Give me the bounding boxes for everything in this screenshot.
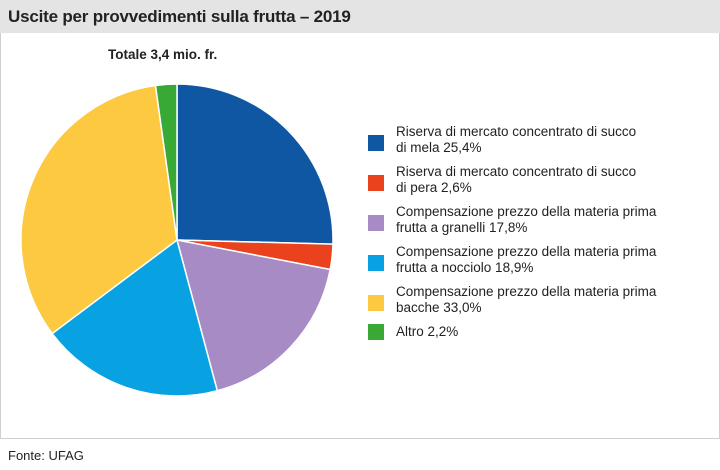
- legend-label-4-line2: bacche 33,0%: [396, 300, 482, 315]
- pie-slice-3: [51, 238, 219, 397]
- legend-label-3-line1: Compensazione prezzo della materia prima: [396, 244, 657, 259]
- legend-label-1-line1: Riserva di mercato concentrato di succo: [396, 164, 637, 179]
- legend-label-0-line2: di mela 25,4%: [396, 140, 482, 155]
- legend-item-1: Riserva di mercato concentrato di succo d…: [368, 164, 698, 196]
- pie-slice-5: [154, 83, 178, 241]
- legend-label-2-line2: frutta a granelli 17,8%: [396, 220, 528, 235]
- legend: Riserva di mercato concentrato di succo d…: [368, 124, 698, 348]
- legend-item-5: Altro 2,2%: [368, 324, 698, 340]
- pie-slice-4: [20, 84, 178, 335]
- legend-swatch-2: [368, 215, 384, 231]
- legend-swatch-1: [368, 175, 384, 191]
- legend-item-0: Riserva di mercato concentrato di succo d…: [368, 124, 698, 156]
- legend-swatch-4: [368, 295, 384, 311]
- legend-swatch-0: [368, 135, 384, 151]
- pie-slice-2: [175, 239, 332, 392]
- legend-item-4: Compensazione prezzo della materia prima…: [368, 284, 698, 316]
- legend-label-2-line1: Compensazione prezzo della materia prima: [396, 204, 657, 219]
- legend-label-0-line1: Riserva di mercato concentrato di succo: [396, 124, 637, 139]
- legend-swatch-3: [368, 255, 384, 271]
- chart-header: Uscite per provvedimenti sulla frutta – …: [0, 0, 720, 33]
- legend-swatch-5: [368, 324, 384, 340]
- legend-label-1-line2: di pera 2,6%: [396, 180, 472, 195]
- legend-label-4-line1: Compensazione prezzo della materia prima: [396, 284, 657, 299]
- legend-label-3-line2: frutta a nocciolo 18,9%: [396, 260, 534, 275]
- legend-item-3: Compensazione prezzo della materia prima…: [368, 244, 698, 276]
- source-note: Fonte: UFAG: [8, 448, 84, 463]
- total-label: Totale 3,4 mio. fr.: [108, 47, 218, 62]
- chart-title: Uscite per provvedimenti sulla frutta – …: [8, 6, 351, 26]
- pie-slice-0: [176, 83, 334, 245]
- legend-label-5-line1: Altro 2,2%: [396, 324, 459, 339]
- legend-item-2: Compensazione prezzo della materia prima…: [368, 204, 698, 236]
